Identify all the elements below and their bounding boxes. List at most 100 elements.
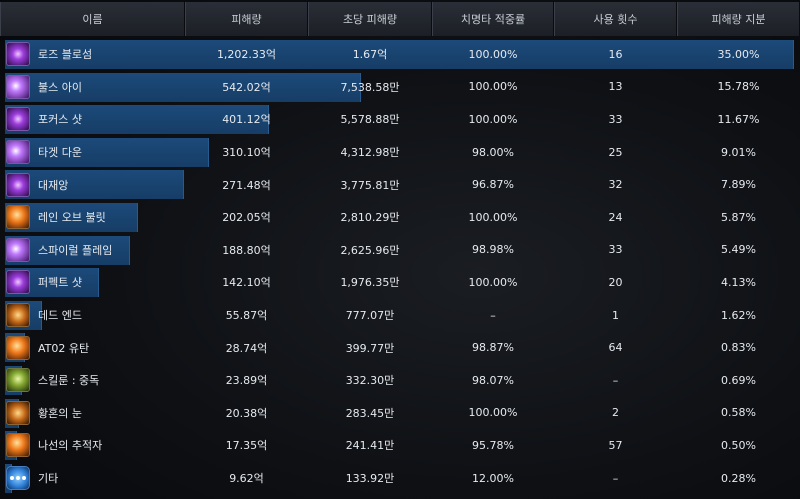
header-name[interactable]: 이름 xyxy=(0,2,185,36)
skill-name: 데드 엔드 xyxy=(38,309,82,323)
use-count-value: 25 xyxy=(608,145,623,159)
table-row[interactable]: 나선의 추적자 17.35억 241.41만 95.78% 57 0.50% xyxy=(0,429,800,462)
table-row[interactable]: 대재앙 271.48억 3,775.81만 96.87% 32 7.89% xyxy=(0,168,800,201)
damage-share-value: 15.78% xyxy=(717,80,760,94)
skill-name-cell: 로즈 블로섬 xyxy=(0,38,185,71)
skill-name-cell: 대재앙 xyxy=(0,168,185,201)
header-use-count[interactable]: 사용 횟수 xyxy=(554,2,677,36)
damage-share-value: 4.13% xyxy=(721,275,756,289)
use-count-value: 16 xyxy=(608,47,623,61)
damage-value: 9.62억 xyxy=(229,472,264,486)
skill-name: 스파이럴 플레임 xyxy=(38,243,113,257)
use-count-value: 33 xyxy=(608,112,623,126)
damage-value: 188.80억 xyxy=(222,243,271,257)
table-row[interactable]: 레인 오브 불릿 202.05억 2,810.29만 100.00% 24 5.87% xyxy=(0,201,800,234)
damage-share-value: 9.01% xyxy=(721,145,756,159)
crit-rate-value: 100.00% xyxy=(468,406,518,420)
skill-name: 나선의 추적자 xyxy=(38,439,103,453)
at02-grenade-icon xyxy=(6,335,30,360)
damage-value: 28.74억 xyxy=(225,341,268,355)
crit-rate-value: – xyxy=(490,308,496,322)
use-count-value: 20 xyxy=(608,275,623,289)
dps-value: 332.30만 xyxy=(345,374,395,388)
damage-share-bar xyxy=(5,137,209,167)
skill-name-cell: 나선의 추적자 xyxy=(0,429,185,462)
crit-rate-value: 100.00% xyxy=(468,210,518,224)
header-dps[interactable]: 초당 피해량 xyxy=(308,2,432,36)
dps-value: 399.77만 xyxy=(345,341,395,355)
crit-rate-value: 98.87% xyxy=(472,341,514,355)
table-row[interactable]: 데드 엔드 55.87억 777.07만 – 1 1.62% xyxy=(0,299,800,332)
dps-value: 1.67억 xyxy=(352,48,388,62)
skill-name-cell: 데드 엔드 xyxy=(0,299,185,332)
use-count-value: 32 xyxy=(608,178,623,192)
catastrophe-icon xyxy=(6,172,30,197)
damage-value: 20.38억 xyxy=(225,406,268,420)
damage-value: 542.02억 xyxy=(222,80,271,94)
table-row[interactable]: 스킬룬 : 중독 23.89억 332.30만 98.07% – 0.69% xyxy=(0,364,800,397)
use-count-value: – xyxy=(612,373,619,387)
skill-name-cell: 황혼의 눈 xyxy=(0,397,185,430)
damage-value: 1,202.33억 xyxy=(216,48,277,62)
skill-name-cell: 포커스 샷 xyxy=(0,103,185,136)
crit-rate-value: 95.78% xyxy=(472,438,514,452)
header-damage-share[interactable]: 피해량 지분 xyxy=(677,2,800,36)
damage-share-value: 0.28% xyxy=(721,471,756,485)
bulls-eye-icon xyxy=(6,74,30,99)
table-header: 이름 피해량 초당 피해량 치명타 적중률 사용 횟수 피해량 지분 xyxy=(0,0,800,37)
damage-share-value: 0.83% xyxy=(721,341,756,355)
dps-value: 283.45만 xyxy=(345,406,395,420)
damage-share-value: 7.89% xyxy=(721,178,756,192)
use-count-value: 33 xyxy=(608,243,623,257)
skill-table-body: 로즈 블로섬 1,202.33억 1.67억 100.00% 16 35.00% 불스 아이… xyxy=(0,38,800,494)
header-crit-rate[interactable]: 치명타 적중률 xyxy=(432,2,554,36)
table-row[interactable]: 기타 9.62억 133.92만 12.00% – 0.28% xyxy=(0,462,800,495)
skill-rune-poison-icon xyxy=(6,368,30,393)
table-row[interactable]: 황혼의 눈 20.38억 283.45만 100.00% 2 0.58% xyxy=(0,397,800,430)
skill-name: 기타 xyxy=(38,472,59,486)
damage-share-bar xyxy=(5,40,794,69)
crit-rate-value: 100.00% xyxy=(468,275,518,289)
use-count-value: 13 xyxy=(608,80,623,94)
table-row[interactable]: 스파이럴 플레임 188.80억 2,625.96만 98.98% 33 5.49% xyxy=(0,234,800,267)
dps-value: 3,775.81만 xyxy=(340,178,400,192)
dps-value: 241.41만 xyxy=(345,439,395,453)
skill-name: 타겟 다운 xyxy=(38,146,82,160)
skill-name-cell: 스파이럴 플레임 xyxy=(0,234,185,267)
damage-value: 17.35억 xyxy=(225,439,268,453)
damage-share-bar xyxy=(5,170,184,200)
crit-rate-value: 100.00% xyxy=(468,80,518,94)
use-count-value: 2 xyxy=(612,406,619,420)
crit-rate-value: 98.07% xyxy=(472,373,514,387)
crit-rate-value: 100.00% xyxy=(468,47,518,61)
table-row[interactable]: 퍼펙트 샷 142.10억 1,976.35만 100.00% 20 4.13% xyxy=(0,266,800,299)
table-row[interactable]: 로즈 블로섬 1,202.33억 1.67억 100.00% 16 35.00% xyxy=(0,38,800,71)
damage-share-value: 0.69% xyxy=(721,373,756,387)
damage-value: 142.10억 xyxy=(222,276,271,290)
skill-name-cell: 레인 오브 불릿 xyxy=(0,201,185,234)
skill-name-cell: AT02 유탄 xyxy=(0,331,185,364)
damage-share-bar xyxy=(5,105,269,135)
dps-value: 133.92만 xyxy=(345,472,395,486)
dps-value: 1,976.35만 xyxy=(340,276,400,290)
skill-name: 대재앙 xyxy=(38,178,69,192)
damage-value: 401.12억 xyxy=(222,113,271,127)
table-row[interactable]: AT02 유탄 28.74억 399.77만 98.87% 64 0.83% xyxy=(0,331,800,364)
skill-name: 포커스 샷 xyxy=(38,113,82,127)
more-dots-icon xyxy=(6,466,30,491)
damage-share-value: 1.62% xyxy=(721,308,756,322)
damage-share-value: 35.00% xyxy=(717,47,760,61)
table-row[interactable]: 불스 아이 542.02억 7,538.58만 100.00% 13 15.78% xyxy=(0,71,800,104)
header-damage[interactable]: 피해량 xyxy=(185,2,308,36)
dps-value: 2,810.29만 xyxy=(340,211,400,225)
table-row[interactable]: 타겟 다운 310.10억 4,312.98만 98.00% 25 9.01% xyxy=(0,136,800,169)
focus-shot-icon xyxy=(6,107,30,132)
damage-value: 55.87억 xyxy=(225,309,268,323)
spiral-flame-icon xyxy=(6,237,30,262)
table-row[interactable]: 포커스 샷 401.12억 5,578.88만 100.00% 33 11.67% xyxy=(0,103,800,136)
damage-share-bar xyxy=(5,72,362,102)
crit-rate-value: 98.98% xyxy=(472,243,514,257)
skill-name: 퍼펙트 샷 xyxy=(38,276,82,290)
spiral-tracker-icon xyxy=(6,433,30,458)
